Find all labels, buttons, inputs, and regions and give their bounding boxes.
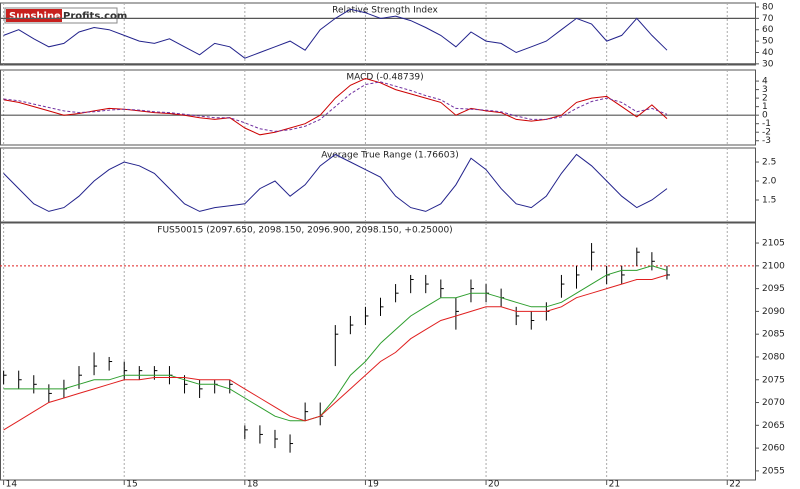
y-tick-label: -2: [762, 128, 771, 138]
y-tick-label: 2085: [762, 330, 785, 340]
y-tick-label: 2: [762, 94, 768, 104]
panel-title: MACD (-0.48739): [346, 73, 423, 83]
y-tick-label: 2065: [762, 421, 785, 431]
line: [3, 153, 668, 212]
y-tick-label: 1.5: [762, 195, 776, 205]
y-tick-label: 2095: [762, 284, 785, 294]
y-tick-label: 2060: [762, 444, 785, 454]
y-tick-label: 4: [762, 77, 768, 87]
panel-title: FUS50015 (2097.650, 2098.150, 2096.900, …: [157, 226, 452, 236]
panel-frame: [0, 147, 756, 223]
logo: Sunshine Profits.com: [4, 7, 127, 24]
moving-average: [3, 274, 668, 431]
panel-frame: [0, 222, 756, 481]
y-tick-label: 2.5: [762, 158, 776, 168]
x-tick-label: 19: [367, 480, 379, 489]
x-tick-label: 15: [126, 480, 137, 489]
y-tick-label: 2090: [762, 307, 785, 317]
y-tick-label: 1: [762, 102, 768, 112]
x-tick-label: 22: [729, 480, 740, 489]
y-tick-label: 70: [762, 14, 774, 24]
y-tick-label: 50: [762, 37, 774, 47]
y-tick-label: 2070: [762, 398, 785, 408]
y-tick-label: 0: [762, 111, 768, 121]
y-tick-label: 2.0: [762, 177, 777, 187]
panel-title: Relative Strength Index: [332, 6, 438, 16]
line: [3, 77, 668, 136]
y-tick-label: 30: [762, 59, 774, 69]
y-tick-label: 40: [762, 48, 774, 58]
y-tick-label: -1: [762, 119, 771, 129]
y-tick-label: 2075: [762, 375, 785, 385]
logo-brand: Sunshine: [9, 11, 61, 22]
panel-frame: [0, 2, 756, 66]
line: [3, 81, 668, 132]
y-tick-label: 3: [762, 85, 768, 95]
panel-frame: [0, 69, 756, 146]
y-tick-label: 2100: [762, 261, 785, 271]
logo-rest: Profits.com: [63, 11, 127, 22]
y-tick-label: 60: [762, 25, 774, 35]
y-tick-label: 2080: [762, 352, 785, 362]
moving-average: [3, 265, 668, 422]
x-tick-label: 20: [488, 480, 500, 489]
y-tick-label: 80: [762, 2, 774, 12]
y-tick-label: 2055: [762, 466, 785, 476]
line: [3, 8, 668, 59]
x-tick-label: 18: [247, 480, 259, 489]
panel-title: Average True Range (1.76603): [321, 151, 458, 161]
y-tick-label: 2105: [762, 239, 785, 249]
x-tick-label: 14: [6, 480, 18, 489]
x-tick-label: 21: [609, 480, 620, 489]
y-tick-label: -3: [762, 136, 771, 146]
